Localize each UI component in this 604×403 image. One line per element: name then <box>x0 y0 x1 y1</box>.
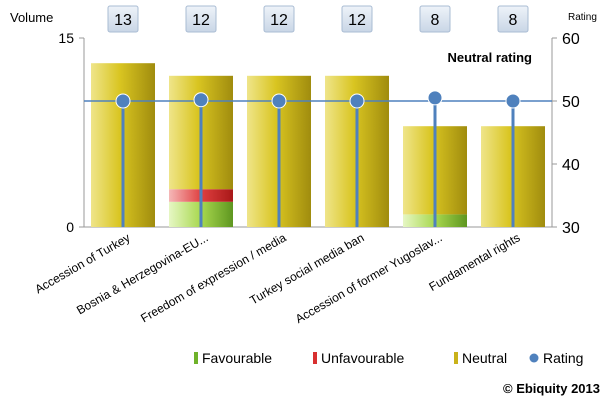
volume-badge <box>107 5 139 33</box>
right-tick-label: 60 <box>562 31 580 48</box>
legend-unfavourable-swatch <box>313 352 317 364</box>
legend-favourable-swatch <box>194 352 198 364</box>
category-label: Accession of former Yugoslav... <box>293 230 445 326</box>
category-label: Freedom of expression / media <box>138 230 289 325</box>
volume-label: 8 <box>509 12 518 29</box>
category-label: Bosnia & Herzegovina-EU... <box>74 230 210 317</box>
left-tick-label: 0 <box>66 219 74 235</box>
legend-unfavourable-label: Unfavourable <box>321 350 404 366</box>
volume-label: 12 <box>348 12 366 29</box>
legend-neutral-swatch <box>454 352 458 364</box>
volume-badge <box>263 5 295 33</box>
right-axis-label: Rating <box>568 12 597 23</box>
volume-badge <box>497 5 529 33</box>
legend: Favourable Unfavourable Neutral Rating <box>194 350 583 366</box>
legend-rating-marker <box>529 353 539 363</box>
rating-point <box>115 93 131 109</box>
rating-point <box>427 90 443 106</box>
copyright: © Ebiquity 2013 <box>503 381 600 396</box>
volume-badge <box>419 5 451 33</box>
rating-point <box>193 92 209 108</box>
legend-neutral-label: Neutral <box>462 350 507 366</box>
right-tick-label: 30 <box>562 220 580 237</box>
volume-label: 13 <box>114 12 132 29</box>
left-axis-label: Volume <box>10 10 53 25</box>
volume-label: 12 <box>270 12 288 29</box>
legend-rating-label: Rating <box>543 350 583 366</box>
volume-badge <box>341 5 373 33</box>
left-tick-label: 15 <box>58 30 74 46</box>
right-tick-label: 40 <box>562 157 580 174</box>
volume-badge <box>185 5 217 33</box>
volume-label: 8 <box>431 12 440 29</box>
chart-annotation: Neutral rating <box>447 50 532 65</box>
right-tick-label: 50 <box>562 94 580 111</box>
legend-favourable-label: Favourable <box>202 350 272 366</box>
rating-point <box>505 93 521 109</box>
volume-label: 12 <box>192 12 210 29</box>
rating-point <box>271 93 287 109</box>
rating-point <box>349 93 365 109</box>
